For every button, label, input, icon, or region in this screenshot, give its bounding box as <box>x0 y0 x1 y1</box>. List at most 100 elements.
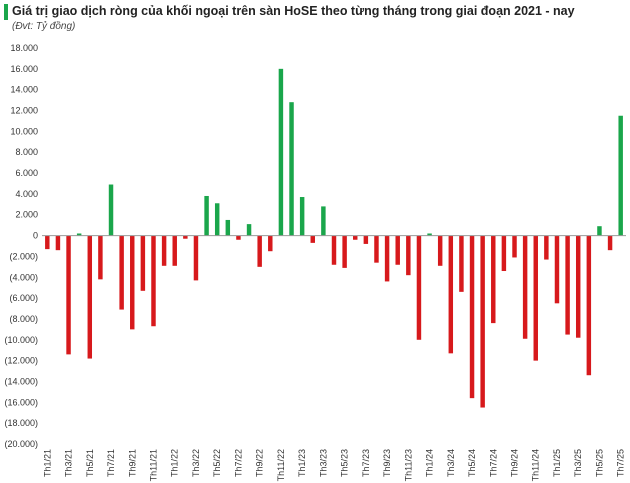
x-tick-label: Th5/21 <box>85 449 95 477</box>
y-tick-label: 14.000 <box>10 85 38 95</box>
x-tick-label: Th5/22 <box>212 449 222 477</box>
bar-th3-23 <box>321 206 326 236</box>
x-axis: Th1/21 Th3/21 Th5/21 Th7/21 Th9/21 Th11/21 Th1… <box>42 449 625 481</box>
bar-th6-21 <box>98 235 103 280</box>
x-tick-label: Th9/23 <box>382 449 392 477</box>
bar-th7-21 <box>108 184 114 236</box>
y-tick-label: (12.000) <box>4 356 38 366</box>
x-tick-label: Th11/22 <box>276 449 286 481</box>
bar-th6-25 <box>607 235 613 251</box>
x-tick-label: Th11/21 <box>148 449 158 481</box>
bar-th9-22 <box>257 235 262 267</box>
x-tick-label: Th11/24 <box>531 449 541 481</box>
chart-subtitle: (Đvt: Tỷ đồng) <box>12 21 76 32</box>
bar-th4-25 <box>586 235 592 376</box>
bar-th2-25 <box>565 235 570 335</box>
x-tick-label: Th7/23 <box>361 449 371 477</box>
y-tick-label: (2.000) <box>9 251 38 261</box>
bar-th6-24 <box>480 235 485 408</box>
x-tick-label: Th9/21 <box>127 449 137 477</box>
bar-th5-24 <box>469 235 475 399</box>
bar-th5-25 <box>597 226 602 236</box>
bar-th5-23 <box>342 235 347 268</box>
bar-th1-24 <box>427 233 432 236</box>
bar-th2-22 <box>183 235 188 239</box>
y-axis: 18.000 16.000 14.000 12.000 10.000 8.000 6.000… <box>4 43 38 449</box>
y-tick-label: (8.000) <box>9 314 38 324</box>
bar-th10-22 <box>268 235 273 252</box>
bar-th2-24 <box>437 235 443 266</box>
x-tick-label: Th5/23 <box>340 449 350 477</box>
x-tick-label: Th7/25 <box>616 449 626 477</box>
bar-th12-24 <box>544 235 549 260</box>
x-tick-label: Th7/24 <box>488 449 498 477</box>
bar-th10-21 <box>140 235 146 291</box>
bar-th10-24 <box>522 235 528 339</box>
bars <box>45 68 623 408</box>
x-tick-label: Th1/23 <box>297 449 307 477</box>
y-tick-label: (4.000) <box>9 272 38 282</box>
y-tick-label: (20.000) <box>4 439 38 449</box>
bar-th6-23 <box>353 235 358 240</box>
x-tick-label: Th3/21 <box>64 449 74 477</box>
x-tick-label: Th3/22 <box>191 449 201 477</box>
bar-th11-21 <box>151 235 156 327</box>
chart-title: Giá trị giao dịch ròng của khối ngoại tr… <box>12 4 575 18</box>
bar-th3-22 <box>193 235 199 281</box>
bar-th5-21 <box>87 235 93 359</box>
x-tick-label: Th9/22 <box>255 449 265 477</box>
y-tick-label: 10.000 <box>10 126 38 136</box>
x-tick-label: Th1/25 <box>552 449 562 477</box>
x-tick-label: Th3/23 <box>318 449 328 477</box>
y-tick-label: (10.000) <box>4 335 38 345</box>
x-tick-label: Th3/25 <box>573 449 583 477</box>
x-tick-label: Th11/23 <box>403 449 413 481</box>
bar-th12-23 <box>416 235 422 340</box>
bar-th11-22 <box>278 68 284 236</box>
bar-th9-23 <box>384 235 390 282</box>
x-tick-label: Th7/21 <box>106 449 116 477</box>
bar-th8-21 <box>119 235 124 310</box>
bar-th11-24 <box>533 235 538 361</box>
bar-th1-23 <box>299 197 305 236</box>
bar-th8-22 <box>246 224 252 236</box>
bar-th4-23 <box>331 235 337 265</box>
x-tick-label: Th7/22 <box>233 449 243 477</box>
bar-th2-23 <box>310 235 315 243</box>
x-tick-label: Th1/24 <box>425 449 435 477</box>
bar-th6-22 <box>225 219 231 236</box>
bar-th2-21 <box>55 235 61 251</box>
y-tick-label: 6.000 <box>15 168 38 178</box>
y-tick-label: 4.000 <box>15 189 38 199</box>
bar-th4-21 <box>76 233 82 236</box>
bar-th10-23 <box>395 235 400 265</box>
bar-th3-21 <box>66 235 71 355</box>
bar-th8-23 <box>374 235 379 263</box>
bar-th1-21 <box>45 235 50 250</box>
title-accent-bar <box>4 4 8 20</box>
y-tick-label: 16.000 <box>10 64 38 74</box>
y-tick-label: 0 <box>33 231 38 241</box>
bar-th7-24 <box>491 235 496 324</box>
bar-th1-25 <box>554 235 560 304</box>
bar-th3-24 <box>448 235 454 354</box>
y-tick-label: 12.000 <box>10 106 38 116</box>
bar-th11-23 <box>406 235 411 276</box>
bar-th4-24 <box>459 235 464 292</box>
y-tick-label: 8.000 <box>15 147 38 157</box>
x-tick-label: Th9/24 <box>510 449 520 477</box>
x-tick-label: Th3/24 <box>446 449 456 477</box>
bar-th9-21 <box>130 235 135 330</box>
y-tick-label: 18.000 <box>10 43 38 53</box>
bar-th4-22 <box>204 195 209 236</box>
bar-th7-25 <box>618 115 623 236</box>
y-tick-label: (6.000) <box>9 293 38 303</box>
y-tick-label: (16.000) <box>4 397 38 407</box>
bar-th7-23 <box>363 235 369 244</box>
bar-th12-21 <box>161 235 167 266</box>
bar-th7-22 <box>236 235 241 240</box>
bar-th9-24 <box>512 235 517 258</box>
y-tick-label: 2.000 <box>15 210 38 220</box>
bar-th5-22 <box>214 203 220 236</box>
